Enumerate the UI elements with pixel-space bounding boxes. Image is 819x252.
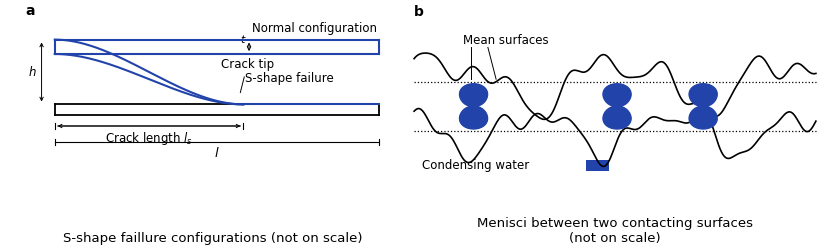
Text: Normal configuration: Normal configuration bbox=[252, 22, 377, 35]
Text: $h$: $h$ bbox=[29, 65, 37, 79]
Text: Mean surfaces: Mean surfaces bbox=[463, 35, 548, 47]
Text: b: b bbox=[414, 5, 423, 19]
Polygon shape bbox=[602, 84, 631, 129]
Text: S-shape failure: S-shape failure bbox=[245, 72, 333, 85]
Text: Condensing water: Condensing water bbox=[422, 159, 529, 172]
Polygon shape bbox=[688, 84, 717, 129]
Text: Menisci between two contacting surfaces
(not on scale): Menisci between two contacting surfaces … bbox=[477, 217, 752, 245]
Text: $t$: $t$ bbox=[240, 33, 247, 45]
Text: a: a bbox=[25, 4, 35, 18]
Text: $l$: $l$ bbox=[214, 146, 219, 160]
Text: S-shape faillure configurations (not on scale): S-shape faillure configurations (not on … bbox=[63, 232, 363, 245]
Text: Crack length $l_s$: Crack length $l_s$ bbox=[105, 130, 192, 147]
Bar bbox=[586, 160, 608, 171]
Polygon shape bbox=[459, 84, 487, 129]
Text: Crack tip: Crack tip bbox=[220, 58, 274, 93]
